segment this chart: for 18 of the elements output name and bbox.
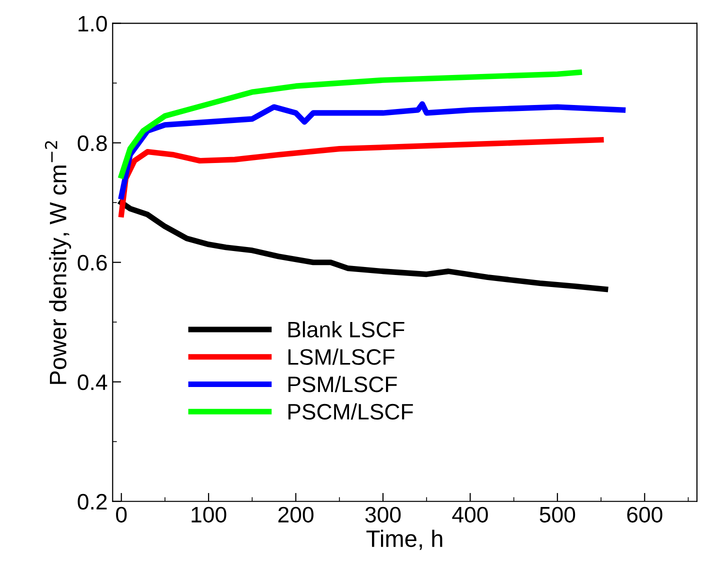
y-tick-label: 0.6: [78, 254, 107, 271]
x-tick-label: 300: [365, 506, 401, 523]
x-axis-title: Time, h: [366, 530, 442, 550]
y-axis-title: Power density, W cm$^{−2}$: [44, 141, 72, 384]
y-tick-label: 0.4: [78, 374, 108, 390]
y-tick-label: 1.0: [78, 16, 107, 32]
x-tick-label: 400: [452, 506, 488, 523]
legend-label: PSM/LSCF: [288, 376, 397, 392]
legend-label: LSM/LSCF: [288, 348, 394, 365]
y-tick-label: 0.8: [78, 135, 107, 152]
legend-label: PSCM/LSCF: [288, 403, 413, 420]
x-tick-label: 600: [627, 506, 662, 523]
x-tick-label: 200: [278, 506, 314, 523]
x-tick-label: 100: [192, 506, 226, 523]
y-tick-label: 0.2: [78, 494, 107, 510]
x-tick-label: 0: [116, 506, 127, 523]
x-tick-label: 500: [540, 506, 576, 523]
legend-label: Blank LSCF: [288, 321, 404, 338]
